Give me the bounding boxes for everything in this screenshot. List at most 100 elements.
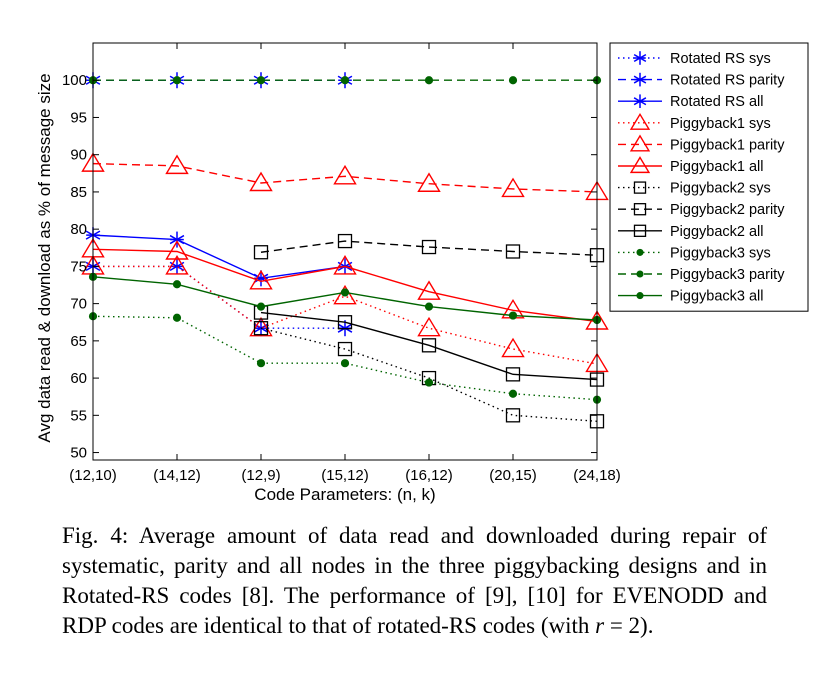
y-tick-label: 50 (70, 445, 87, 462)
series-line (260, 240, 598, 256)
axes: 50 55 60 65 70 75 80 85 90 95 100 (12,10) (14,12) (12… (62, 42, 621, 484)
data-point (165, 255, 189, 275)
legend-entry: Rotated RS sys (618, 51, 771, 67)
data-point (424, 302, 434, 311)
series-line (92, 162, 598, 193)
y-tick-label: 95 (70, 109, 87, 126)
legend-label: Piggyback1 all (670, 159, 764, 175)
series-line (92, 234, 346, 280)
data-point (424, 76, 434, 85)
legend-marker (633, 203, 647, 216)
data-point (249, 316, 273, 337)
plot-frame (92, 42, 598, 461)
x-tick-label: (12,10) (69, 467, 117, 484)
data-point (333, 284, 357, 305)
data-point (424, 378, 434, 387)
x-tick-label: (12,9) (241, 467, 280, 484)
data-point (337, 341, 353, 357)
y-tick-label: 70 (70, 296, 87, 313)
data-point (505, 408, 521, 423)
data-point (505, 244, 521, 259)
data-point (340, 288, 350, 297)
y-axis-title: Avg data read & download as % of message… (35, 73, 54, 442)
x-tick-label: (15,12) (321, 467, 369, 484)
data-point (508, 311, 518, 320)
y-tick-label: 100 (62, 72, 87, 89)
caption-text-end: = 2). (604, 613, 654, 638)
data-point (501, 337, 525, 358)
legend-entry: Piggyback1 parity (618, 134, 785, 153)
data-point (169, 231, 185, 248)
data-point (508, 76, 518, 85)
legend-marker (633, 51, 647, 65)
data-point (253, 245, 269, 260)
data-point (172, 313, 182, 322)
data-point (340, 359, 350, 368)
legend-entry: Piggyback2 sys (618, 181, 771, 197)
data-point (417, 316, 441, 337)
legend-label: Piggyback3 sys (670, 245, 771, 261)
series-line (260, 311, 598, 381)
legend-marker (633, 224, 647, 237)
legend-box (609, 42, 809, 312)
y-tick-label: 65 (70, 333, 87, 350)
legend-entry: Rotated RS all (618, 94, 764, 110)
legend-entry: Piggyback3 parity (618, 267, 785, 283)
data-point (417, 172, 441, 192)
data-point (253, 321, 269, 336)
legend-entry: Piggyback1 sys (618, 112, 771, 132)
data-point (337, 315, 353, 330)
caption-text: Fig. 4: Average amount of data read and … (62, 523, 773, 638)
data-point (421, 239, 437, 255)
x-tick-label: (14,12) (153, 467, 201, 484)
legend-label: Piggyback2 all (670, 224, 764, 240)
data-point (501, 177, 525, 198)
legend-label: Piggyback3 parity (670, 267, 785, 283)
y-tick-label: 85 (70, 184, 87, 201)
y-tick-label: 55 (70, 407, 87, 424)
legend-marker (629, 112, 651, 130)
legend-entry: Piggyback3 all (618, 289, 764, 305)
y-tick-label: 60 (70, 370, 87, 387)
data-point (172, 280, 182, 289)
line-chart: 50 55 60 65 70 75 80 85 90 95 100 (12,10) (14,12) (12… (35, 42, 809, 504)
caption-math-variable: r (595, 613, 605, 638)
legend-entry: Piggyback3 sys (618, 245, 771, 261)
legend-label: Piggyback1 sys (670, 116, 771, 132)
y-tick-label: 75 (70, 258, 87, 275)
x-tick-label: (24,18) (573, 467, 621, 484)
data-point (505, 367, 521, 382)
series-piggyback3-all (88, 272, 602, 325)
legend-label: Piggyback1 parity (670, 137, 785, 153)
legend-marker (629, 156, 651, 174)
series-line (92, 248, 598, 323)
data-point (333, 164, 357, 185)
figure-caption: Fig. 4: Average amount of data read and … (62, 521, 767, 641)
data-point (165, 240, 189, 260)
series-piggyback1-all (81, 237, 609, 330)
legend-label: Piggyback2 sys (670, 181, 771, 197)
legend-marker (633, 181, 647, 194)
data-point (249, 269, 273, 290)
legend-label: Piggyback3 all (670, 289, 764, 305)
legend-entry: Piggyback2 parity (618, 202, 785, 218)
legend-entry: Rotated RS parity (618, 73, 785, 89)
data-point (256, 359, 266, 368)
data-point (337, 233, 353, 249)
legend-marker (633, 72, 647, 87)
data-point (417, 280, 441, 300)
data-point (333, 255, 357, 275)
legend-entry: Piggyback1 all (618, 156, 764, 175)
legend-label: Rotated RS parity (670, 73, 785, 89)
legend-label: Rotated RS all (670, 94, 764, 110)
legend-entry: Piggyback2 all (618, 224, 764, 240)
data-point (165, 154, 189, 175)
data-point (256, 76, 266, 85)
series-line (260, 327, 598, 422)
legend: Rotated RS sys Rotated RS parity Rotated R… (609, 42, 809, 312)
data-point (256, 302, 266, 311)
data-point (249, 171, 273, 192)
x-tick-label: (16,12) (405, 467, 453, 484)
y-tick-label: 90 (70, 147, 87, 164)
legend-marker (629, 134, 651, 152)
